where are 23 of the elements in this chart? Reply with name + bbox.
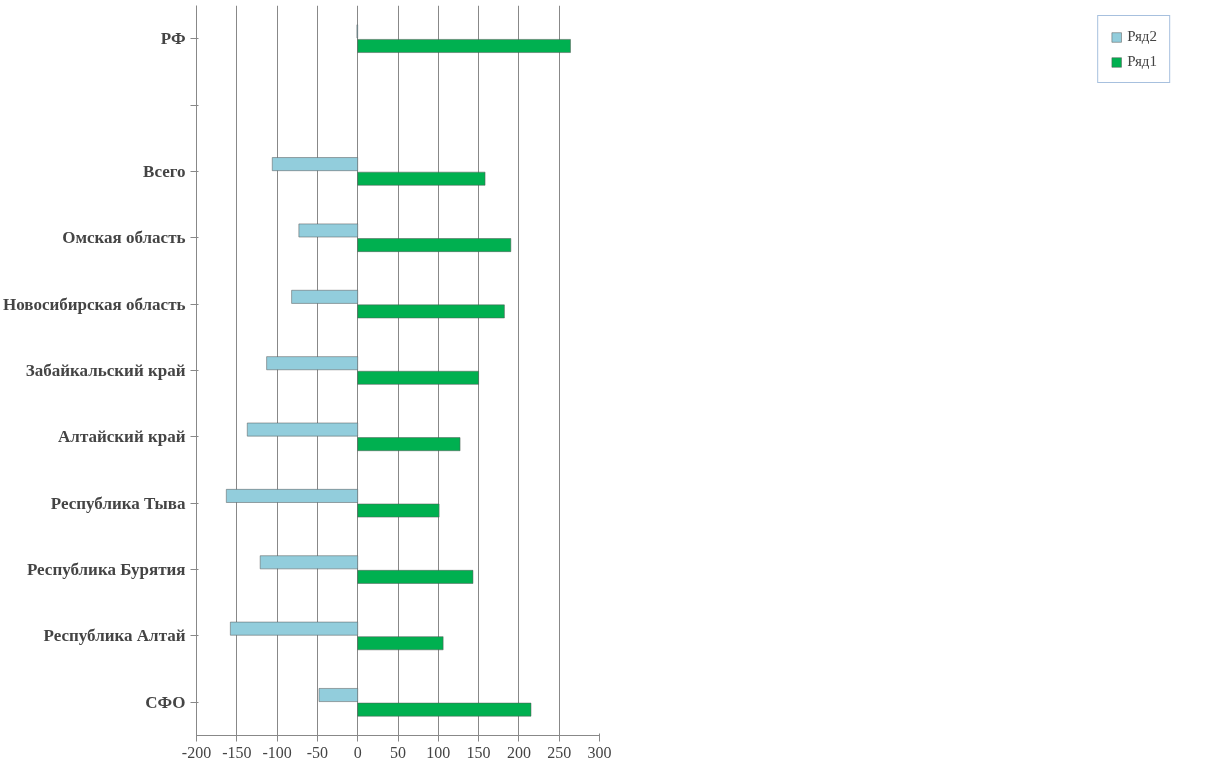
- x-tick-label: 300: [587, 743, 612, 761]
- x-tick-label: 200: [506, 743, 531, 761]
- x-tick-label: 0: [353, 743, 362, 761]
- y-tick-label: Всего: [143, 161, 186, 181]
- x-tick-label: -150: [222, 743, 252, 761]
- y-tick-label: Республика Бурятия: [26, 560, 186, 580]
- y-tick-label: Республика Алтай: [43, 626, 186, 646]
- x-tick-label: 50: [390, 743, 406, 761]
- x-tick-label: 150: [466, 743, 491, 761]
- legend-label: Ряд2: [1127, 28, 1157, 45]
- x-tick-label: -200: [181, 743, 212, 761]
- y-tick-label: Алтайский край: [58, 427, 186, 447]
- y-tick-label: Республика Тыва: [50, 493, 186, 513]
- y-tick-label: Забайкальский край: [25, 361, 186, 380]
- legend-label: Ряд1: [1127, 53, 1157, 70]
- y-tick-label: Новосибирская область: [3, 294, 186, 314]
- x-tick-label: 100: [426, 743, 451, 761]
- y-tick-label: Омская область: [62, 228, 186, 248]
- x-tick-label: -50: [306, 743, 329, 761]
- x-tick-label: 250: [547, 743, 572, 761]
- y-tick-label: СФО: [145, 692, 186, 712]
- x-tick-label: -100: [262, 743, 292, 761]
- y-tick-label: РФ: [160, 29, 186, 49]
